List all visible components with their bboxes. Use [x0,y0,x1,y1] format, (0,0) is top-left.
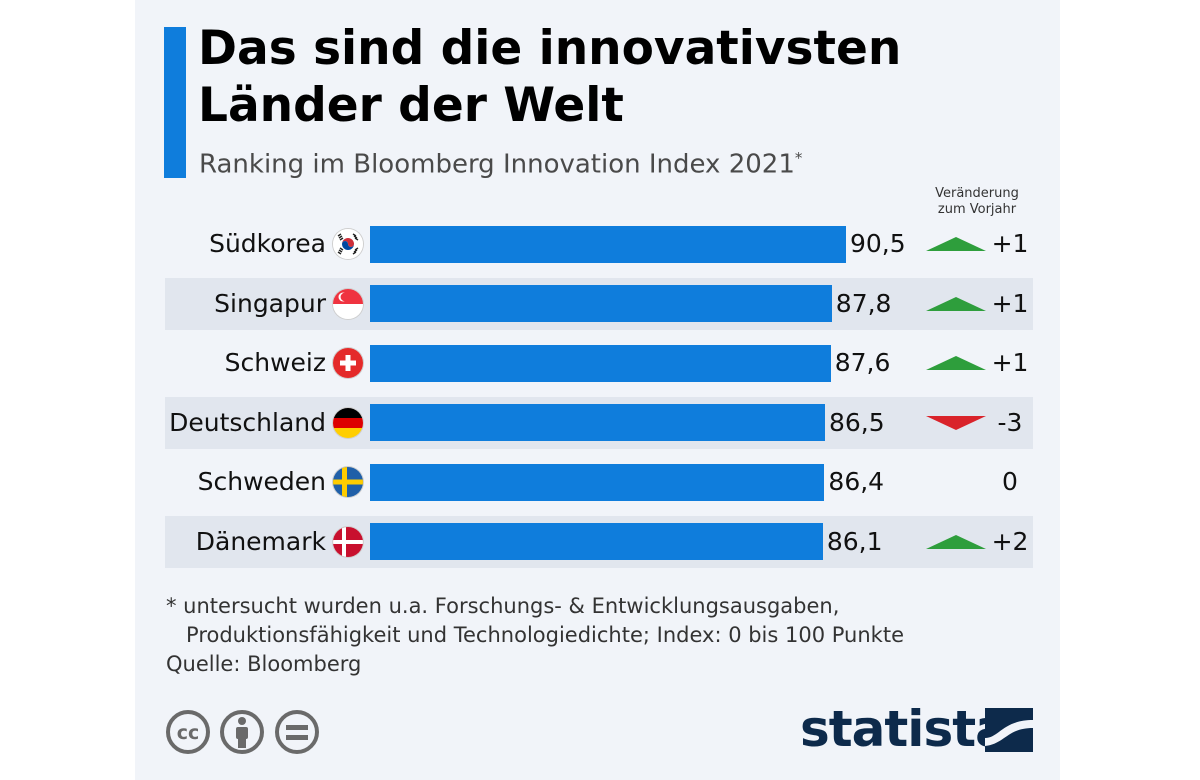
no-derivatives-icon [275,710,319,754]
footnote: * untersucht wurden u.a. Forschungs- & E… [166,594,904,647]
category-label: Deutschland [169,407,326,437]
category-label: Dänemark [195,526,326,556]
title-accent-bar [164,27,186,178]
creative-commons-license-icons: cc [166,710,319,754]
bar [370,523,823,560]
change-column-header: Veränderung zum Vorjahr [935,186,1019,217]
change-up-arrow-icon [926,296,986,311]
cc-icon [166,710,210,754]
change-value: -3 [997,407,1023,437]
change-up-arrow-icon [926,356,986,370]
category-label: Schweiz [224,348,326,377]
value-label: 86,1 [826,526,883,556]
change-value: 0 [1002,467,1018,496]
bar [370,463,825,501]
attribution-icon [220,710,264,754]
subtitle-text: Ranking im Bloomberg Innovation Index 20… [199,149,795,180]
germany-flag [333,407,363,438]
change-value: +1 [991,288,1029,318]
change-value: +1 [991,229,1029,258]
bar [370,404,825,441]
bar [370,344,831,382]
change-up-arrow-icon [926,237,986,251]
change-value: +2 [991,526,1029,556]
value-label: 86,5 [828,407,885,437]
source-note: Quelle: Bloomberg [166,652,362,676]
switzerland-flag [333,348,363,378]
sweden-flag [333,467,363,497]
statista-logo: statista [800,700,1009,758]
chart-title: Das sind die innovativsten Länder der We… [198,21,902,133]
value-label: 87,6 [834,348,891,377]
change-up-arrow-icon [926,534,986,549]
value-label: 90,5 [850,229,906,258]
singapore-flag [333,288,363,319]
value-label: 86,4 [828,467,885,496]
value-label: 87,8 [835,288,892,318]
category-label: Schweden [197,467,326,496]
change-down-arrow-icon [926,415,986,430]
category-label: Singapur [214,288,326,318]
denmark-flag [333,526,363,557]
statista-logo-icon [985,708,1033,752]
bar [370,225,846,263]
change-value: +1 [991,348,1029,377]
bar [370,285,832,322]
svg-text:cc: cc [177,722,200,744]
category-label: Südkorea [209,229,326,258]
chart-subtitle: Ranking im Bloomberg Innovation Index 20… [199,149,1039,180]
chart-card [135,0,1060,780]
subtitle-footnote-mark: * [794,149,803,167]
south-korea-flag [333,229,363,259]
